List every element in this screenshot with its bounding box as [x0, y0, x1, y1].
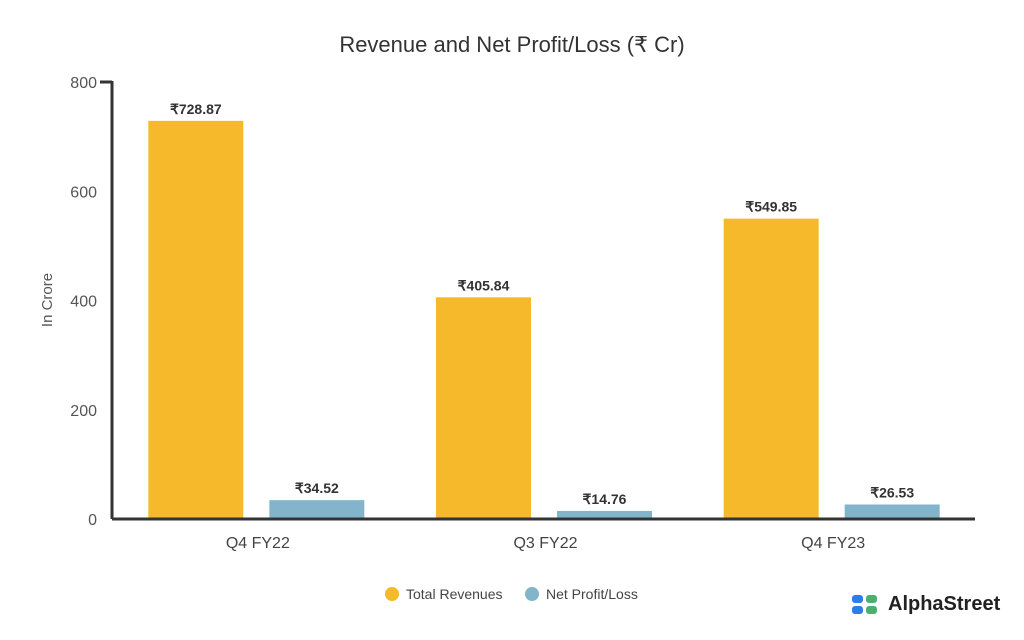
data-label: ₹728.87 [170, 101, 222, 117]
legend-marker [385, 587, 399, 601]
bar-net-profit-loss [269, 500, 365, 519]
x-tick-label: Q4 FY23 [801, 535, 865, 552]
y-axis-label: In Crore [39, 273, 56, 327]
legend-label: Net Profit/Loss [546, 586, 638, 602]
data-label: ₹549.85 [745, 199, 797, 215]
bar-total-revenues [148, 120, 244, 519]
data-label: ₹405.84 [458, 277, 510, 293]
alphastreet-logo-icon [852, 594, 877, 614]
bar-total-revenues [436, 297, 531, 519]
chart-title: Revenue and Net Profit/Loss (₹ Cr) [339, 32, 684, 57]
y-tick-label: 200 [70, 403, 97, 420]
bar-net-profit-loss [557, 510, 652, 519]
data-label: ₹34.52 [295, 480, 339, 496]
legend-label: Total Revenues [406, 586, 503, 602]
y-tick-label: 600 [70, 184, 97, 201]
data-label: ₹26.53 [870, 485, 914, 501]
bar-net-profit-loss [844, 504, 940, 519]
bar-total-revenues [723, 218, 819, 519]
data-label: ₹14.76 [583, 491, 627, 507]
legend-marker [525, 587, 539, 601]
y-tick-label: 800 [70, 75, 97, 92]
x-tick-label: Q4 FY22 [226, 535, 290, 552]
y-tick-label: 400 [70, 294, 97, 311]
alphastreet-logo: AlphaStreet [852, 593, 1000, 616]
y-tick-label: 0 [88, 512, 97, 529]
x-tick-label: Q3 FY22 [513, 535, 577, 552]
brand-name: AlphaStreet [888, 593, 1001, 615]
